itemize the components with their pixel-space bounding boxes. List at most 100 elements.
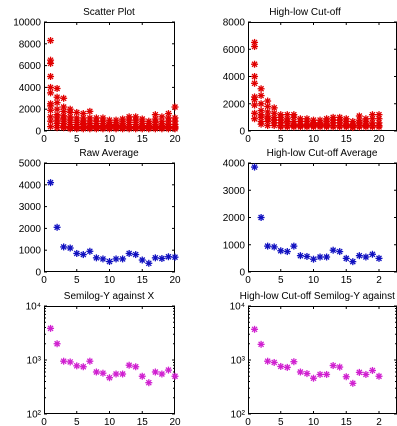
- x-tick-label: 10: [104, 134, 116, 145]
- chart-title: High-low Cut-off Semilog-Y against X: [240, 291, 397, 302]
- y-tick-label: 8000: [223, 18, 246, 29]
- data-point: [158, 254, 166, 262]
- y-tick-label: 10⁴: [26, 302, 41, 313]
- data-point: [296, 368, 304, 376]
- x-tick-label: 10: [104, 275, 116, 286]
- y-tick-label: 3000: [223, 186, 246, 197]
- chart-title: Raw Average: [79, 148, 139, 159]
- data-point: [257, 92, 265, 100]
- data-point: [355, 252, 363, 260]
- data-point: [138, 125, 146, 133]
- data-point: [283, 248, 291, 256]
- data-point: [92, 368, 100, 376]
- data-point: [99, 125, 107, 133]
- data-point: [79, 251, 87, 259]
- data-point: [158, 370, 166, 378]
- y-tick-label: 4000: [223, 159, 246, 170]
- y-tick-label: 10²: [231, 410, 246, 421]
- data-point: [171, 253, 179, 261]
- y-tick-label: 8000: [19, 39, 42, 50]
- data-point: [283, 363, 291, 371]
- x-tick-label: 15: [137, 275, 149, 286]
- data-point: [257, 85, 265, 93]
- chart-panel-3: Raw Average 0 5 10 15 20 0 1000 2000 3000 4000 5000: [19, 148, 181, 286]
- data-point: [362, 370, 370, 378]
- x-tick-label: 5: [278, 275, 284, 286]
- y-tick-label: 6000: [19, 61, 42, 72]
- x-tick-label: 10: [308, 275, 320, 286]
- data-point: [119, 370, 127, 378]
- data-point: [158, 113, 166, 121]
- chart-title: Scatter Plot: [83, 7, 135, 18]
- data-point: [277, 362, 285, 370]
- data-point: [283, 123, 291, 131]
- data-point: [53, 93, 61, 101]
- x-tick-label: 0: [41, 417, 47, 426]
- chart-panel-2: High-low Cut-off 0 5 10 15 20 0 2000 4000 6000 800…: [223, 7, 397, 145]
- chart-title: High-low Cut-off Average: [267, 148, 378, 159]
- data-point: [79, 125, 87, 133]
- data-point: [375, 372, 383, 380]
- x-tick-label: 5: [278, 417, 284, 426]
- data-point: [316, 123, 324, 131]
- data-point: [277, 247, 285, 255]
- data-point: [79, 363, 87, 371]
- y-tick-label: 2000: [19, 105, 42, 116]
- x-tick-label: 10: [308, 417, 320, 426]
- data-point: [138, 372, 146, 380]
- data-point: [151, 254, 159, 262]
- data-point: [151, 125, 159, 133]
- data-point: [158, 125, 166, 133]
- data-point: [251, 325, 259, 333]
- data-point: [362, 123, 370, 131]
- data-point: [316, 253, 324, 261]
- chart-panel-5: Semilog-Y against X 0 5 10 15 20 10² 10³ 10⁴: [26, 291, 181, 426]
- data-point: [86, 107, 94, 115]
- y-tick-label: 0: [35, 127, 41, 138]
- y-tick-label: 4000: [223, 72, 246, 83]
- data-point: [60, 243, 68, 251]
- chart-title: High-low Cut-off: [269, 7, 341, 18]
- data-point: [368, 250, 376, 258]
- data-point: [60, 357, 68, 365]
- x-tick-label: 0: [245, 417, 251, 426]
- data-point: [73, 362, 81, 370]
- data-point: [164, 253, 172, 261]
- data-point: [290, 242, 298, 250]
- x-tick-label: 10: [308, 134, 320, 145]
- x-tick-label: 0: [245, 275, 251, 286]
- data-point: [66, 358, 74, 366]
- data-point: [323, 123, 331, 131]
- data-point: [145, 125, 153, 133]
- y-tick-label: 1000: [223, 240, 246, 251]
- data-point: [125, 125, 133, 133]
- data-point: [270, 122, 278, 130]
- data-point: [86, 247, 94, 255]
- data-point: [329, 123, 337, 131]
- data-point: [53, 340, 61, 348]
- data-point: [132, 251, 140, 259]
- y-tick-label: 2000: [223, 99, 246, 110]
- data-point: [53, 223, 61, 231]
- y-tick-label: 3000: [19, 202, 42, 213]
- x-tick-label: 20: [373, 134, 385, 145]
- data-point: [73, 125, 81, 133]
- data-point: [47, 324, 55, 332]
- data-point: [251, 79, 259, 87]
- data-point: [112, 125, 120, 133]
- data-point: [310, 123, 317, 131]
- data-point: [251, 73, 259, 80]
- y-tick-label: 1000: [19, 246, 42, 257]
- data-point: [73, 249, 81, 257]
- data-point: [349, 124, 357, 132]
- data-point: [53, 124, 61, 132]
- data-point: [66, 108, 74, 116]
- chart-panel-6: High-low Cut-off Semilog-Y against X 0 5 10…: [230, 291, 397, 426]
- y-tick-label: 0: [239, 268, 245, 279]
- data-point: [342, 123, 350, 131]
- data-point: [310, 374, 317, 382]
- data-point: [132, 125, 140, 133]
- data-point: [47, 59, 55, 67]
- data-point: [47, 37, 55, 45]
